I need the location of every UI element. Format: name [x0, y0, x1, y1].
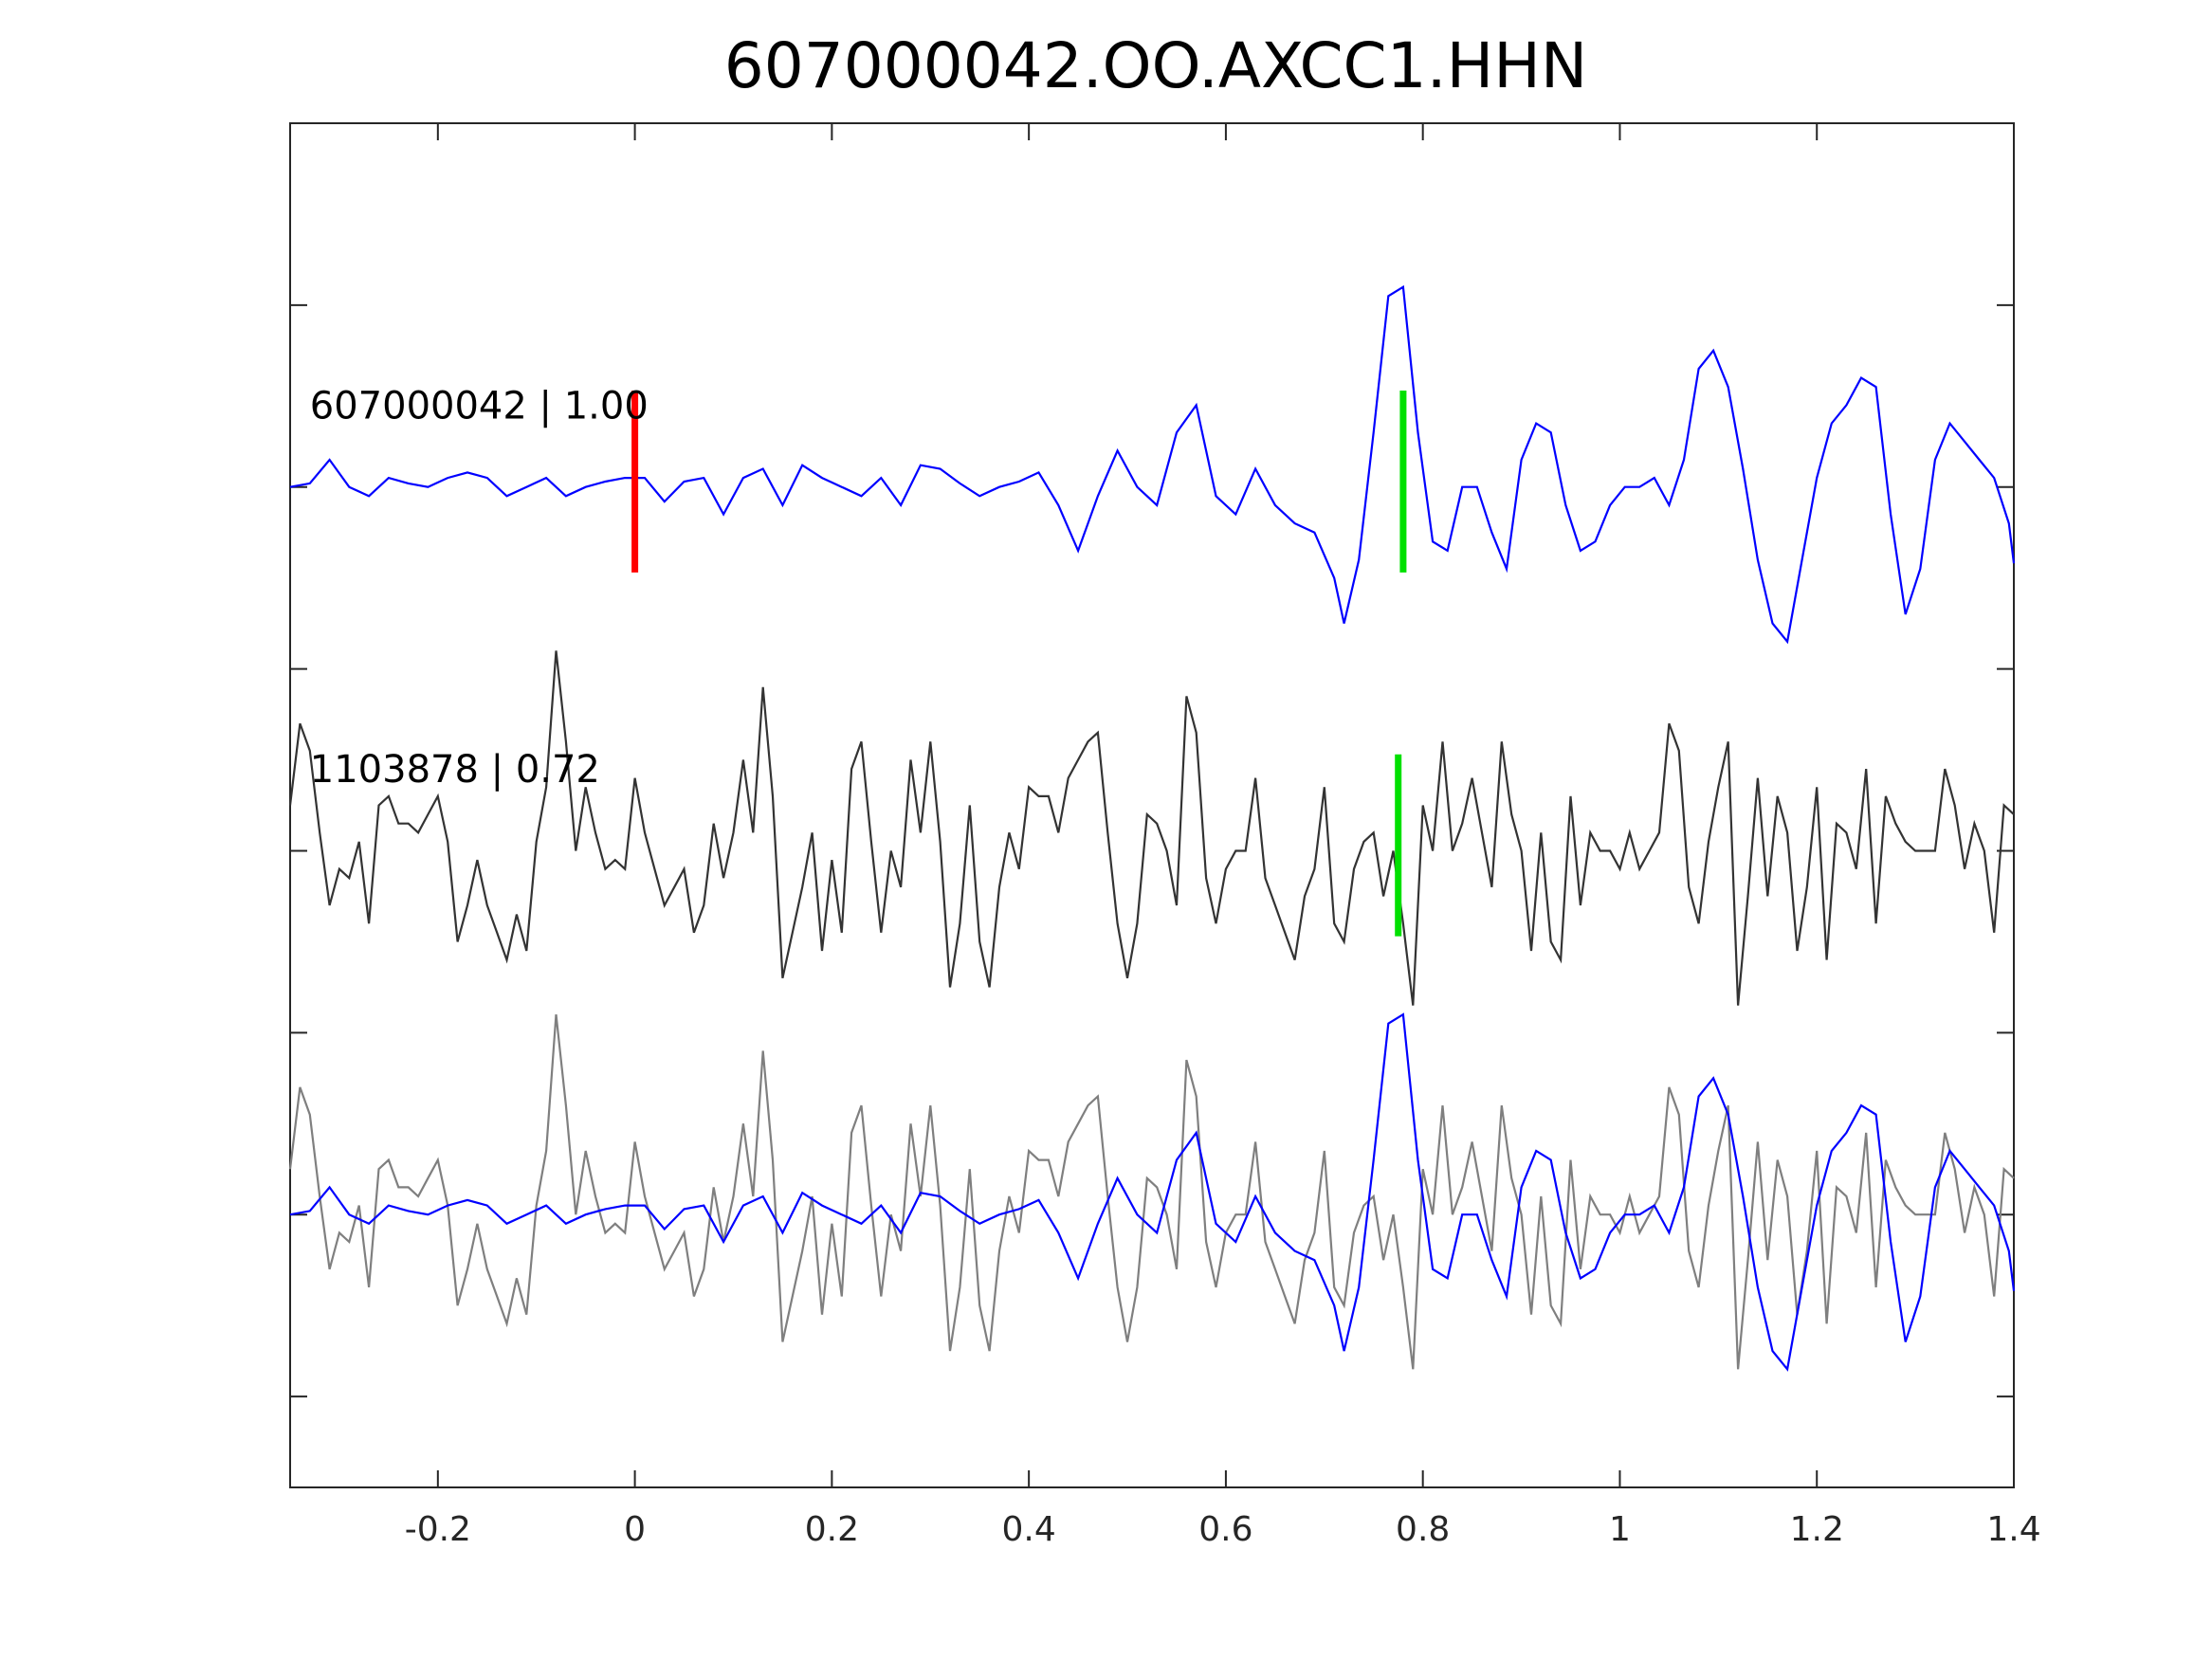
chart-title: 607000042.OO.AXCC1.HHN: [724, 29, 1587, 102]
x-tick-labels: -0.2 0 0.2 0.4 0.6 0.8 1 1.2 1.4: [405, 1510, 2041, 1549]
x-tick-label-7: 1.2: [1790, 1510, 1844, 1549]
phase-picks: [631, 391, 1407, 937]
waveform-traces: [288, 284, 2016, 1372]
x-tick-label-3: 0.4: [1002, 1510, 1056, 1549]
x-tick-label-5: 0.8: [1396, 1510, 1450, 1549]
overlay-template-trace: [289, 1012, 2016, 1372]
trace-label-1: 1103878 | 0.72: [310, 748, 600, 792]
x-tick-label-2: 0.2: [805, 1510, 859, 1549]
template-trace: [289, 284, 2016, 645]
trace-label-0: 607000042 | 1.00: [310, 384, 649, 428]
neighbor-trace: [288, 650, 2015, 1006]
trace-labels: 607000042 | 1.00 1103878 | 0.72: [310, 384, 649, 792]
x-tick-label-8: 1.4: [1986, 1510, 2040, 1549]
x-tick-label-1: 0: [624, 1510, 646, 1549]
x-tick-label-0: -0.2: [405, 1510, 471, 1549]
overlay-neighbor-trace: [288, 1013, 2015, 1370]
x-tick-label-6: 1: [1609, 1510, 1631, 1549]
x-tick-label-4: 0.6: [1198, 1510, 1252, 1549]
axis-ticks: [290, 123, 2015, 1487]
